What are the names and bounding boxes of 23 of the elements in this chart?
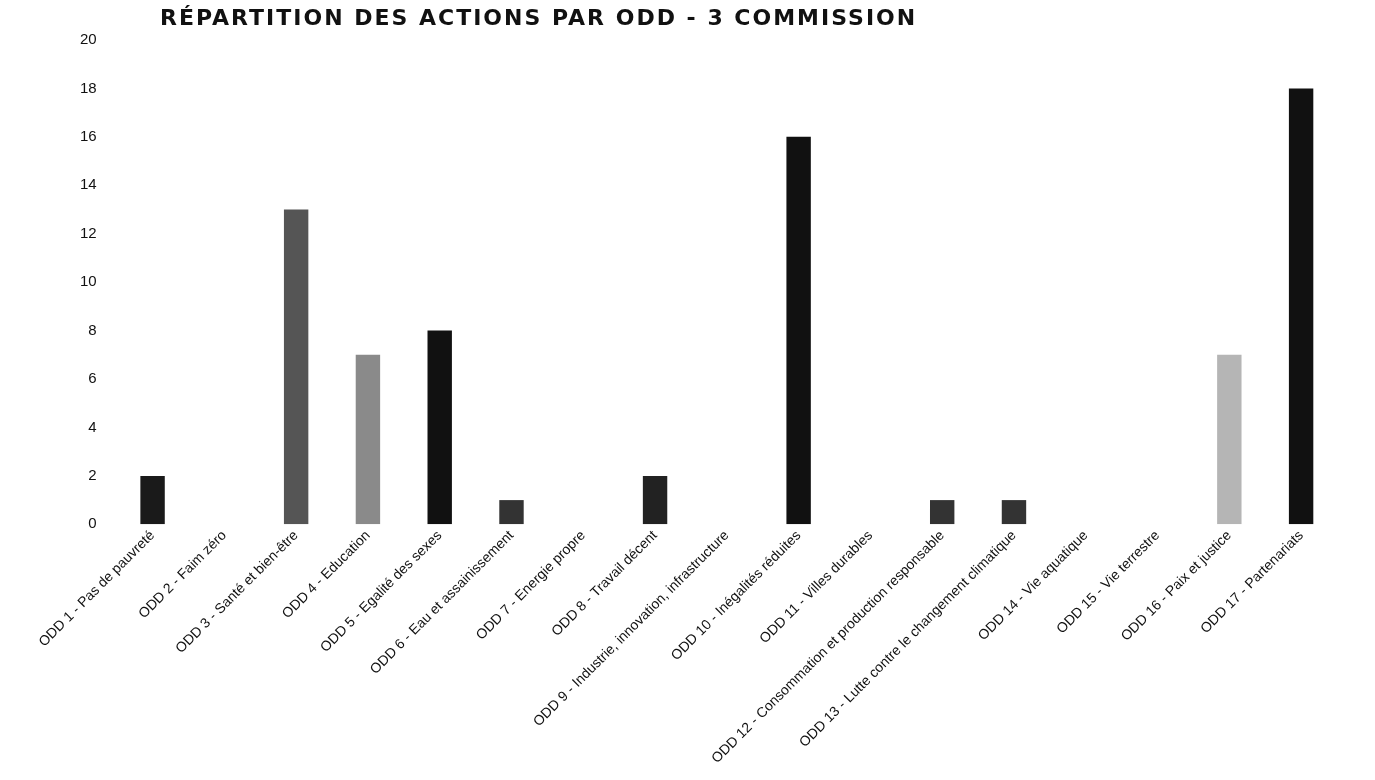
bar [427, 330, 452, 525]
bar [499, 500, 524, 525]
y-tick-label: 16 [80, 127, 97, 144]
y-tick-label: 0 [88, 514, 97, 532]
bar [355, 354, 381, 525]
bar [140, 475, 165, 525]
bar [1001, 500, 1027, 525]
bar [1288, 88, 1314, 525]
y-tick-label: 6 [88, 369, 97, 387]
y-tick-label: 20 [80, 30, 97, 48]
bar [1217, 354, 1242, 525]
y-tick-label: 2 [88, 466, 97, 484]
bar [786, 136, 811, 525]
bar [283, 209, 309, 525]
y-tick-label: 18 [80, 78, 97, 96]
y-tick-label: 4 [88, 417, 97, 435]
y-tick-label: 12 [80, 223, 97, 241]
y-tick-label: 8 [88, 320, 97, 338]
bar [642, 475, 668, 525]
y-tick-label: 10 [80, 272, 97, 290]
bar [929, 500, 955, 525]
chart-title: RÉPARTITION DES ACTIONS PAR ODD - 3 COMMISSION [160, 4, 918, 32]
y-tick-label: 14 [80, 175, 97, 193]
